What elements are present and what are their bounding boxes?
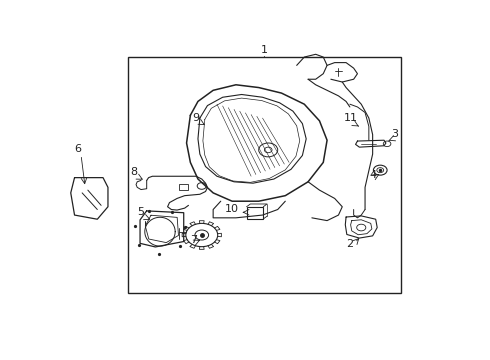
Bar xyxy=(246,207,263,219)
Text: 1: 1 xyxy=(261,45,268,55)
Text: 6: 6 xyxy=(74,144,81,154)
Text: 2: 2 xyxy=(346,239,353,249)
Bar xyxy=(128,57,401,293)
Text: 5: 5 xyxy=(138,207,145,217)
Text: 9: 9 xyxy=(193,113,199,123)
Text: 3: 3 xyxy=(391,130,398,139)
Text: 4: 4 xyxy=(369,170,376,180)
Text: 8: 8 xyxy=(131,167,138,177)
Text: 10: 10 xyxy=(225,204,239,214)
Text: 11: 11 xyxy=(343,113,358,123)
Text: 7: 7 xyxy=(190,235,197,245)
Bar xyxy=(179,184,189,190)
